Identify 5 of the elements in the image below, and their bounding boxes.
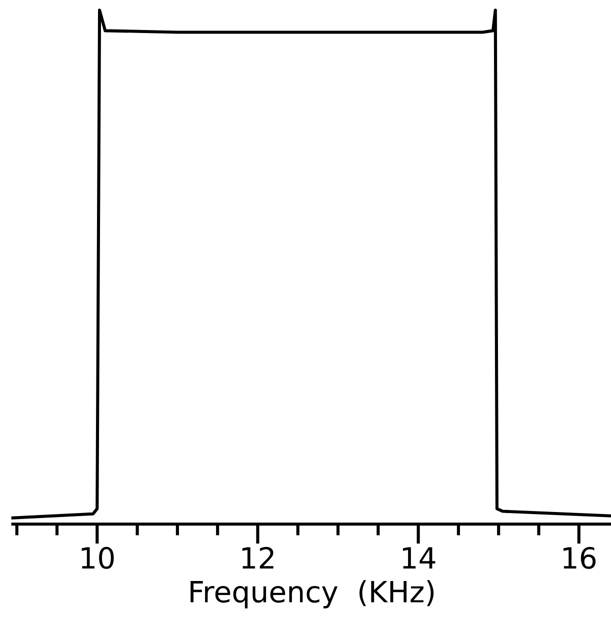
x-tick-label: 16 <box>564 546 596 569</box>
x-tick-label: 12 <box>242 546 274 569</box>
x-axis-title: Frequency (KHz) <box>190 580 434 608</box>
x-tick-label: 14 <box>402 547 436 569</box>
x-tick-label: 10 <box>82 546 114 569</box>
